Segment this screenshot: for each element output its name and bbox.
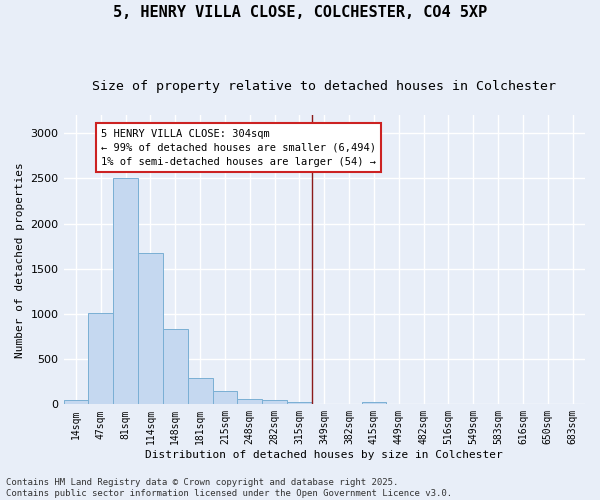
Bar bbox=[238, 400, 262, 404]
Text: 5, HENRY VILLA CLOSE, COLCHESTER, CO4 5XP: 5, HENRY VILLA CLOSE, COLCHESTER, CO4 5X… bbox=[113, 5, 487, 20]
Text: 5 HENRY VILLA CLOSE: 304sqm
← 99% of detached houses are smaller (6,494)
1% of s: 5 HENRY VILLA CLOSE: 304sqm ← 99% of det… bbox=[101, 128, 376, 166]
Bar bbox=[212, 391, 238, 404]
Bar bbox=[138, 254, 163, 404]
Bar bbox=[362, 402, 386, 404]
Bar bbox=[262, 400, 287, 404]
X-axis label: Distribution of detached houses by size in Colchester: Distribution of detached houses by size … bbox=[145, 450, 503, 460]
Bar bbox=[113, 178, 138, 404]
Bar bbox=[188, 378, 212, 404]
Bar bbox=[88, 313, 113, 404]
Title: Size of property relative to detached houses in Colchester: Size of property relative to detached ho… bbox=[92, 80, 556, 93]
Bar bbox=[163, 330, 188, 404]
Text: Contains HM Land Registry data © Crown copyright and database right 2025.
Contai: Contains HM Land Registry data © Crown c… bbox=[6, 478, 452, 498]
Y-axis label: Number of detached properties: Number of detached properties bbox=[15, 162, 25, 358]
Bar bbox=[287, 402, 312, 404]
Bar bbox=[64, 400, 88, 404]
